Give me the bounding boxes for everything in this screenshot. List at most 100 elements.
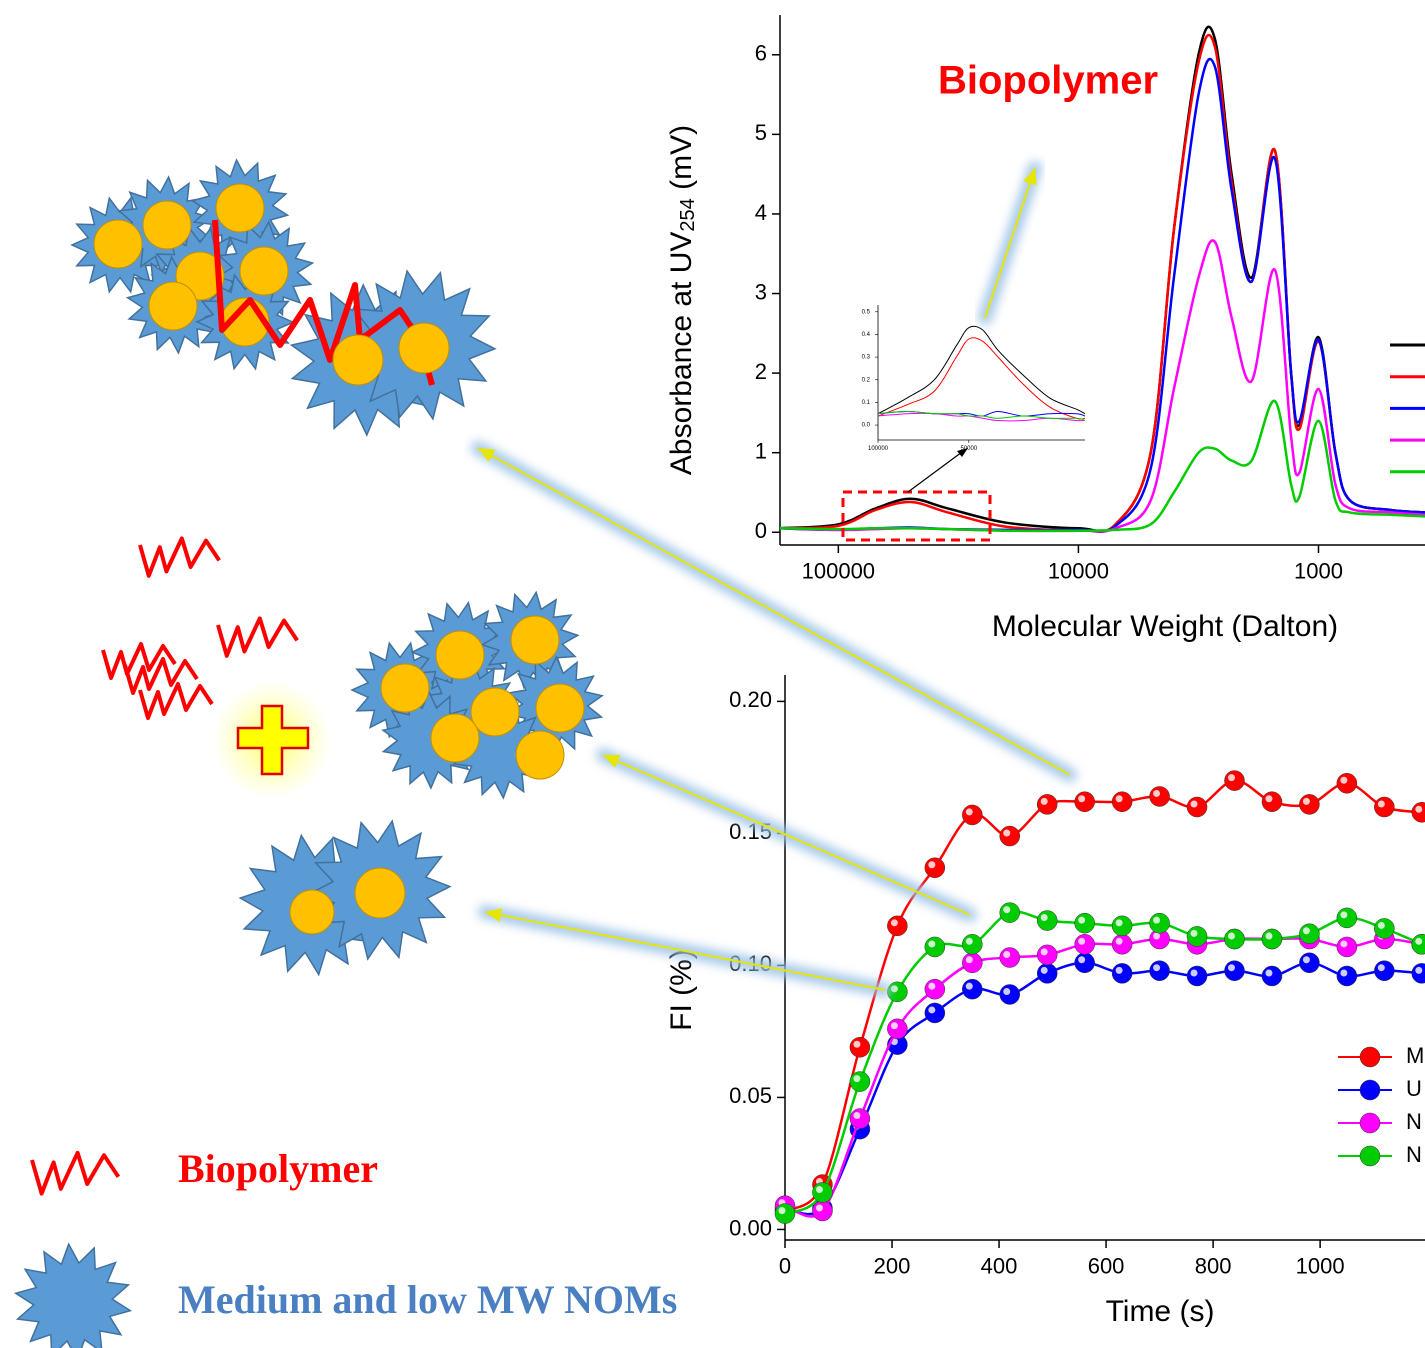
marker-highlight <box>1153 789 1161 797</box>
marker-highlight <box>1153 932 1161 940</box>
biopolymer-squiggle <box>101 642 177 680</box>
series-line <box>779 25 1425 533</box>
series-marker <box>1036 944 1058 966</box>
marker-highlight <box>928 1006 936 1014</box>
marker-highlight <box>1115 937 1123 945</box>
series-marker <box>962 934 983 955</box>
marker-highlight <box>1040 966 1048 974</box>
series-marker <box>1036 910 1058 931</box>
series-line <box>784 961 1422 1216</box>
marker-highlight <box>1078 916 1086 924</box>
series-line <box>877 325 1086 415</box>
series-marker <box>1261 965 1283 987</box>
series-marker <box>1149 786 1170 807</box>
nom-core <box>142 200 192 250</box>
inset-pointer <box>907 451 963 493</box>
marker-highlight <box>1227 932 1235 940</box>
marker-highlight <box>890 1022 898 1030</box>
x-tick-label: 10000 <box>1048 559 1109 584</box>
x-axis-label: Molecular Weight (Dalton) <box>992 610 1338 643</box>
marker-highlight <box>1302 927 1310 935</box>
marker-highlight <box>853 1040 861 1048</box>
series-marker <box>1224 928 1245 950</box>
plus-sign <box>236 704 310 776</box>
marker-highlight <box>1153 964 1161 972</box>
series-marker <box>1374 918 1395 939</box>
biopolymer-chain <box>212 219 435 386</box>
highlight-box <box>841 490 992 542</box>
y-axis-label: Absorbance at UV254 (mV) <box>665 125 699 475</box>
marker-highlight <box>1040 914 1048 922</box>
y-tick-label: 0.0 <box>862 423 871 429</box>
series-line <box>877 337 1086 420</box>
series-marker <box>999 902 1020 923</box>
marker-highlight <box>965 982 973 990</box>
series-marker <box>812 1182 833 1203</box>
y-axis-label-part: 254 <box>677 198 699 231</box>
arrow-shaft <box>477 447 1071 776</box>
y-tick-label: 0 <box>755 518 767 543</box>
nom-core <box>93 219 143 269</box>
series-marker <box>887 1018 908 1040</box>
series-marker <box>999 947 1020 968</box>
biopolymer-squiggle <box>123 657 199 695</box>
series-line <box>877 410 1086 421</box>
nom-core <box>148 281 198 331</box>
arrow-shaft <box>484 911 886 991</box>
marker-highlight <box>1003 987 1011 995</box>
arrow-shaft <box>984 167 1036 319</box>
series-marker <box>924 857 946 878</box>
series-marker <box>1036 794 1058 815</box>
series-marker <box>849 1071 871 1092</box>
marker-highlight <box>1415 805 1423 813</box>
x-tick-label: 50000 <box>960 446 977 452</box>
x-tick-label: 1000 <box>1296 1254 1345 1279</box>
series-marker <box>1186 965 1208 987</box>
series-marker <box>1074 912 1095 934</box>
series-marker <box>999 825 1020 847</box>
arrow-shaft <box>602 754 971 916</box>
legend-biopolymer: Biopolymer <box>178 1146 378 1191</box>
marker-highlight <box>1302 797 1310 805</box>
series-marker <box>1336 965 1358 987</box>
x-axis-label: Time (s) <box>1106 1295 1215 1328</box>
y-axis-label-part: (mV) <box>665 125 698 198</box>
x-tick-label: 100000 <box>868 446 889 452</box>
y-tick-label: 0.1 <box>862 400 871 406</box>
marker-highlight <box>1115 966 1123 974</box>
nom-core <box>435 630 485 680</box>
arrow-head <box>485 908 503 922</box>
legend-label: N <box>1406 1109 1422 1134</box>
marker-highlight <box>815 1204 823 1212</box>
marker-highlight <box>928 940 936 948</box>
marker-highlight <box>1415 937 1423 945</box>
marker-highlight <box>1115 795 1123 803</box>
nom-core <box>515 730 565 780</box>
series-marker <box>1374 960 1395 981</box>
marker-highlight <box>1040 797 1048 805</box>
marker-highlight <box>1040 948 1048 956</box>
y-tick-label: 3 <box>755 279 767 304</box>
nom-core <box>289 889 335 935</box>
series-marker <box>1336 772 1358 794</box>
marker-highlight <box>965 937 973 945</box>
series-marker <box>1074 952 1095 974</box>
nom-core <box>510 615 560 665</box>
x-tick-label: 400 <box>981 1254 1018 1279</box>
nom-core <box>332 334 384 386</box>
series-marker <box>849 1037 871 1058</box>
legend-label: N <box>1406 1142 1422 1167</box>
series-marker <box>1036 963 1058 984</box>
marker-highlight <box>1377 964 1385 972</box>
y-tick-label: 1 <box>755 439 767 464</box>
legend-marker <box>1359 1145 1381 1167</box>
arrow-head <box>603 754 621 768</box>
annotation: Biopolymer <box>938 59 1158 103</box>
marker-highlight <box>1377 921 1385 929</box>
marker-highlight <box>965 808 973 816</box>
marker-highlight <box>1078 795 1086 803</box>
series-line <box>779 399 1425 533</box>
marker-highlight <box>815 1185 823 1193</box>
series-marker <box>999 984 1020 1005</box>
marker-highlight <box>1190 929 1198 937</box>
